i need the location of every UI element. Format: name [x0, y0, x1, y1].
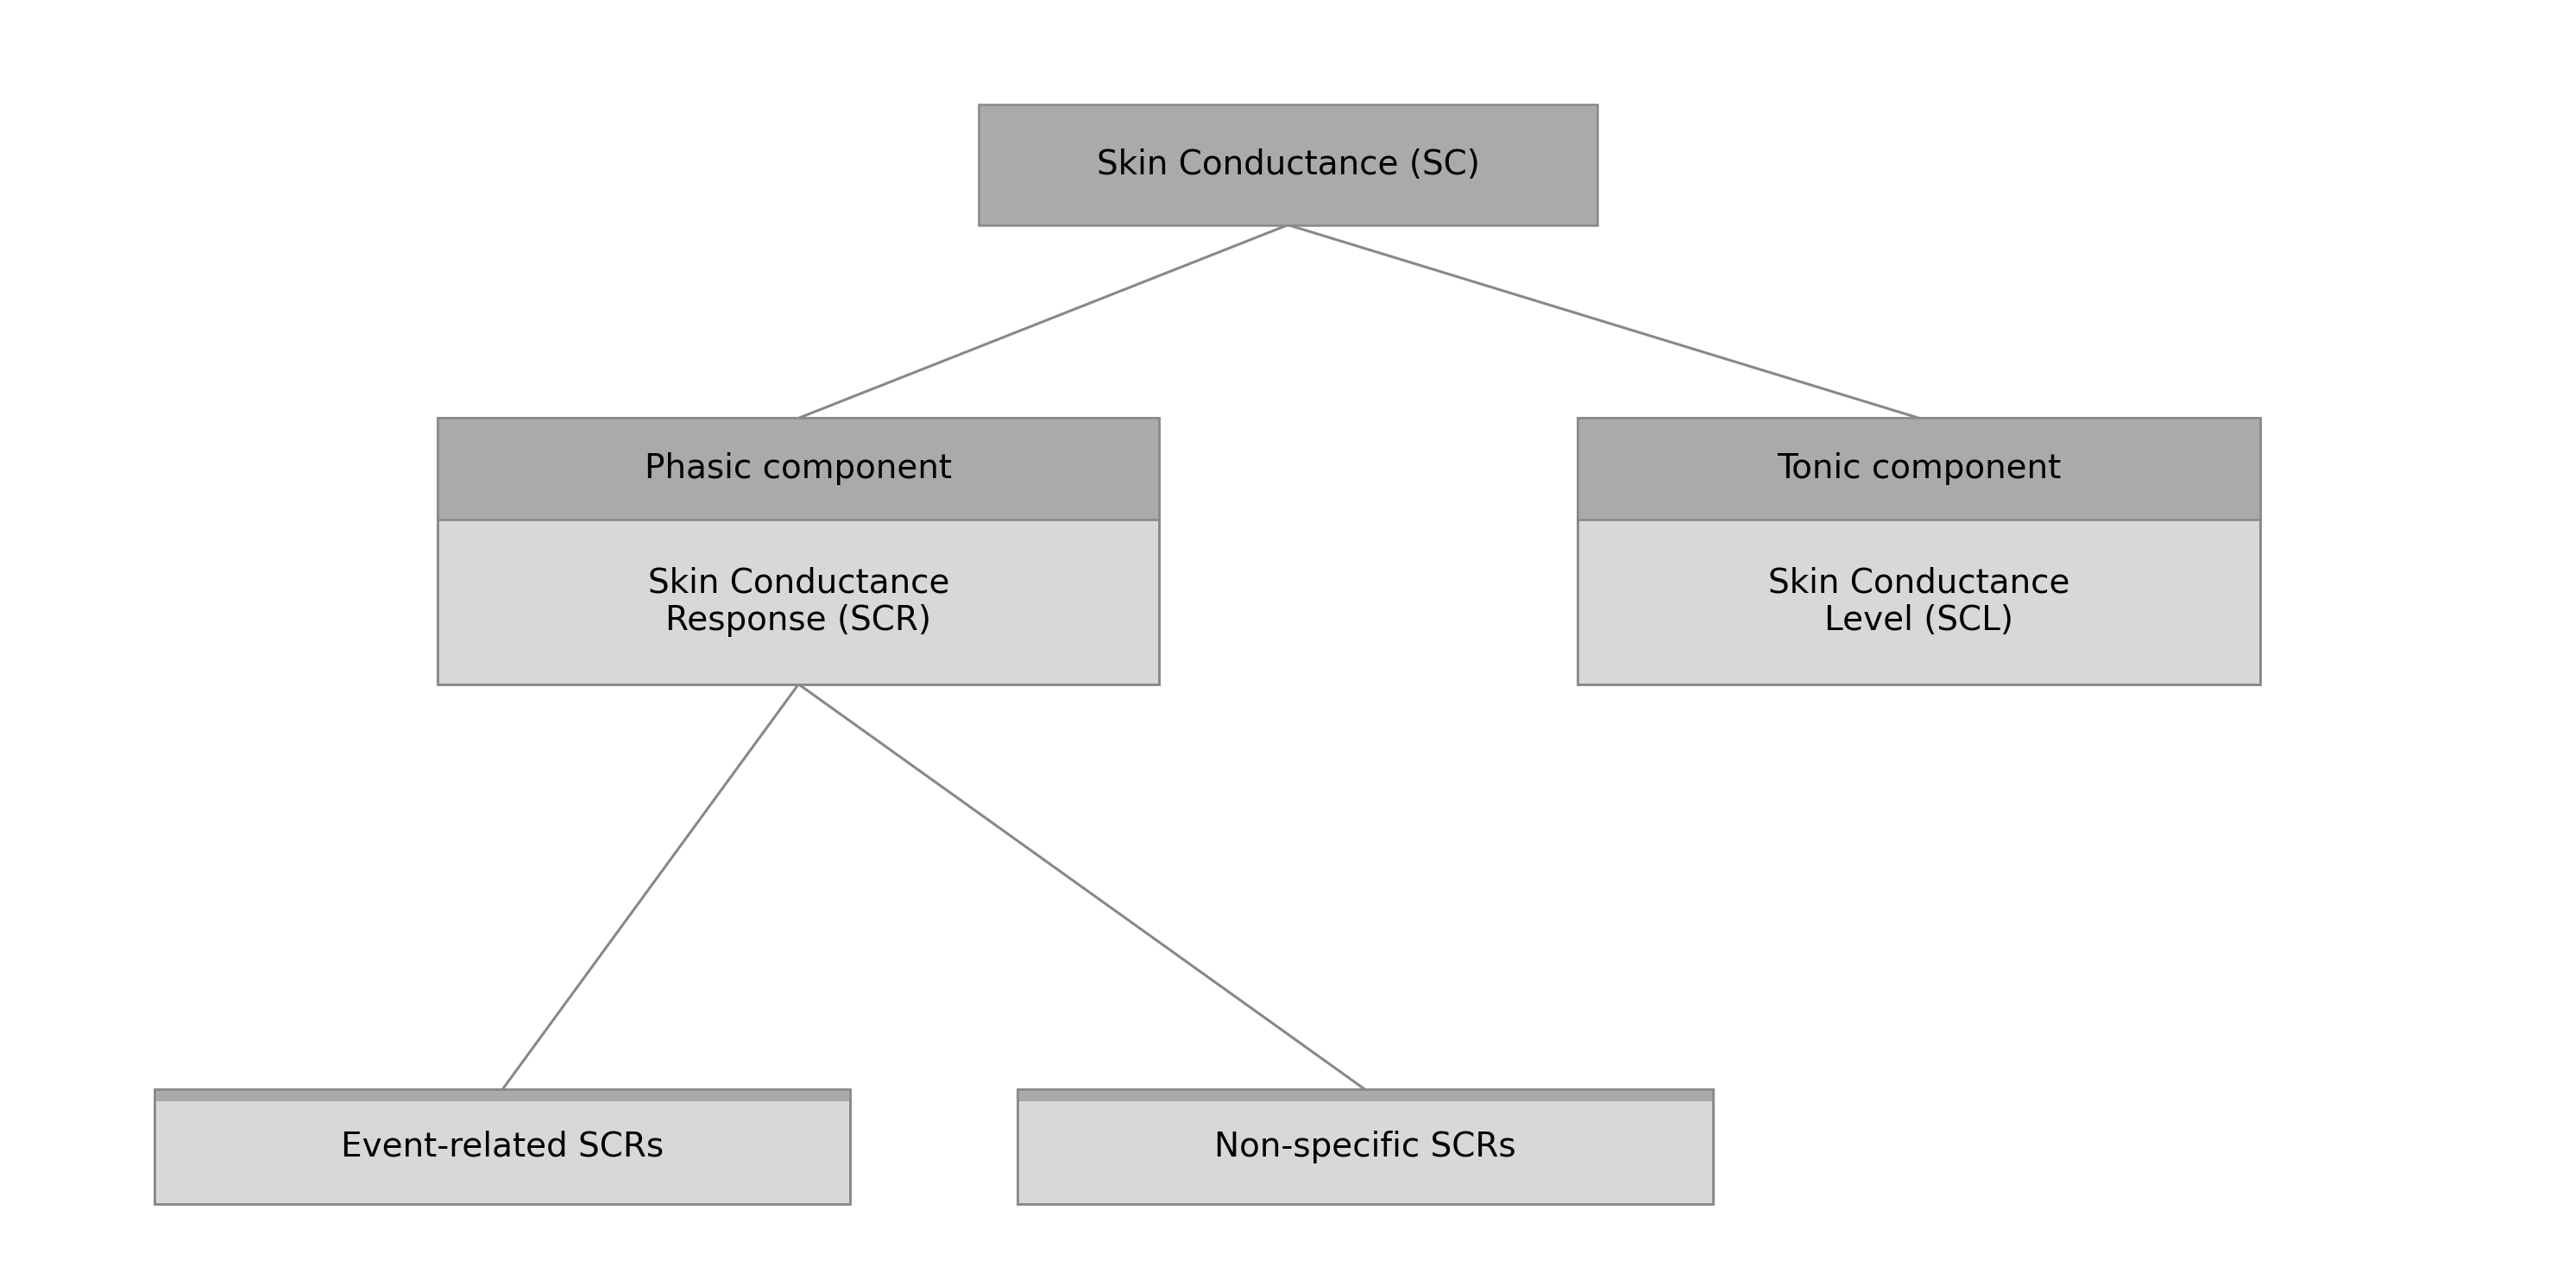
- Bar: [155, 1090, 850, 1101]
- Bar: [1579, 418, 2262, 684]
- Bar: [155, 1090, 850, 1204]
- Bar: [979, 105, 1597, 226]
- Text: Skin Conductance (SC): Skin Conductance (SC): [1097, 148, 1479, 181]
- Bar: [438, 418, 1159, 519]
- Bar: [1018, 1090, 1713, 1204]
- Text: Tonic component: Tonic component: [1777, 452, 2061, 485]
- Bar: [1579, 418, 2262, 519]
- Bar: [1018, 1090, 1713, 1204]
- Bar: [155, 1090, 850, 1204]
- Bar: [1579, 418, 2262, 684]
- Text: Skin Conductance
Level (SCL): Skin Conductance Level (SCL): [1767, 566, 2071, 637]
- Text: Non-specific SCRs: Non-specific SCRs: [1213, 1130, 1517, 1163]
- Text: Phasic component: Phasic component: [644, 452, 953, 485]
- Bar: [438, 418, 1159, 684]
- Text: Skin Conductance
Response (SCR): Skin Conductance Response (SCR): [647, 566, 951, 637]
- Bar: [1018, 1090, 1713, 1101]
- Bar: [438, 418, 1159, 684]
- Text: Event-related SCRs: Event-related SCRs: [340, 1130, 665, 1163]
